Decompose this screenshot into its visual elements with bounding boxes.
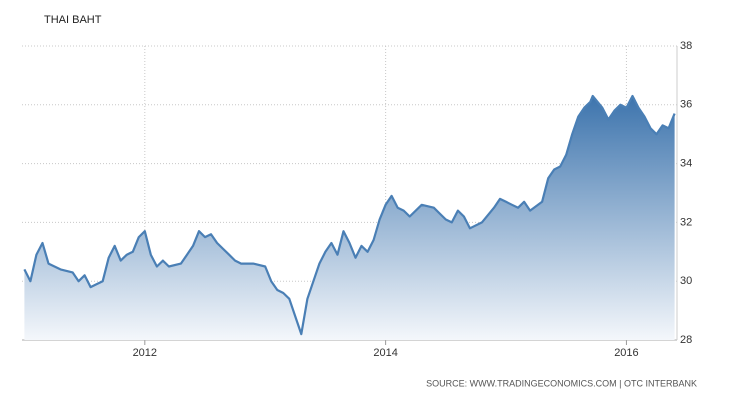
y-tick-label: 28 <box>680 334 692 346</box>
y-tick-label: 32 <box>680 216 692 228</box>
x-tick-label: 2012 <box>133 347 157 359</box>
x-tick-label: 2016 <box>614 347 638 359</box>
area <box>24 96 675 340</box>
y-tick-label: 38 <box>680 40 692 52</box>
y-tick-label: 30 <box>680 275 692 287</box>
x-tick-label: 2014 <box>373 347 397 359</box>
line <box>23 94 676 336</box>
chart-title: THAI BAHT <box>44 14 102 26</box>
y-tick-label: 34 <box>680 158 692 170</box>
y-tick-label: 36 <box>680 99 692 111</box>
source-note: SOURCE: WWW.TRADINGECONOMICS.COM | OTC I… <box>426 378 697 388</box>
